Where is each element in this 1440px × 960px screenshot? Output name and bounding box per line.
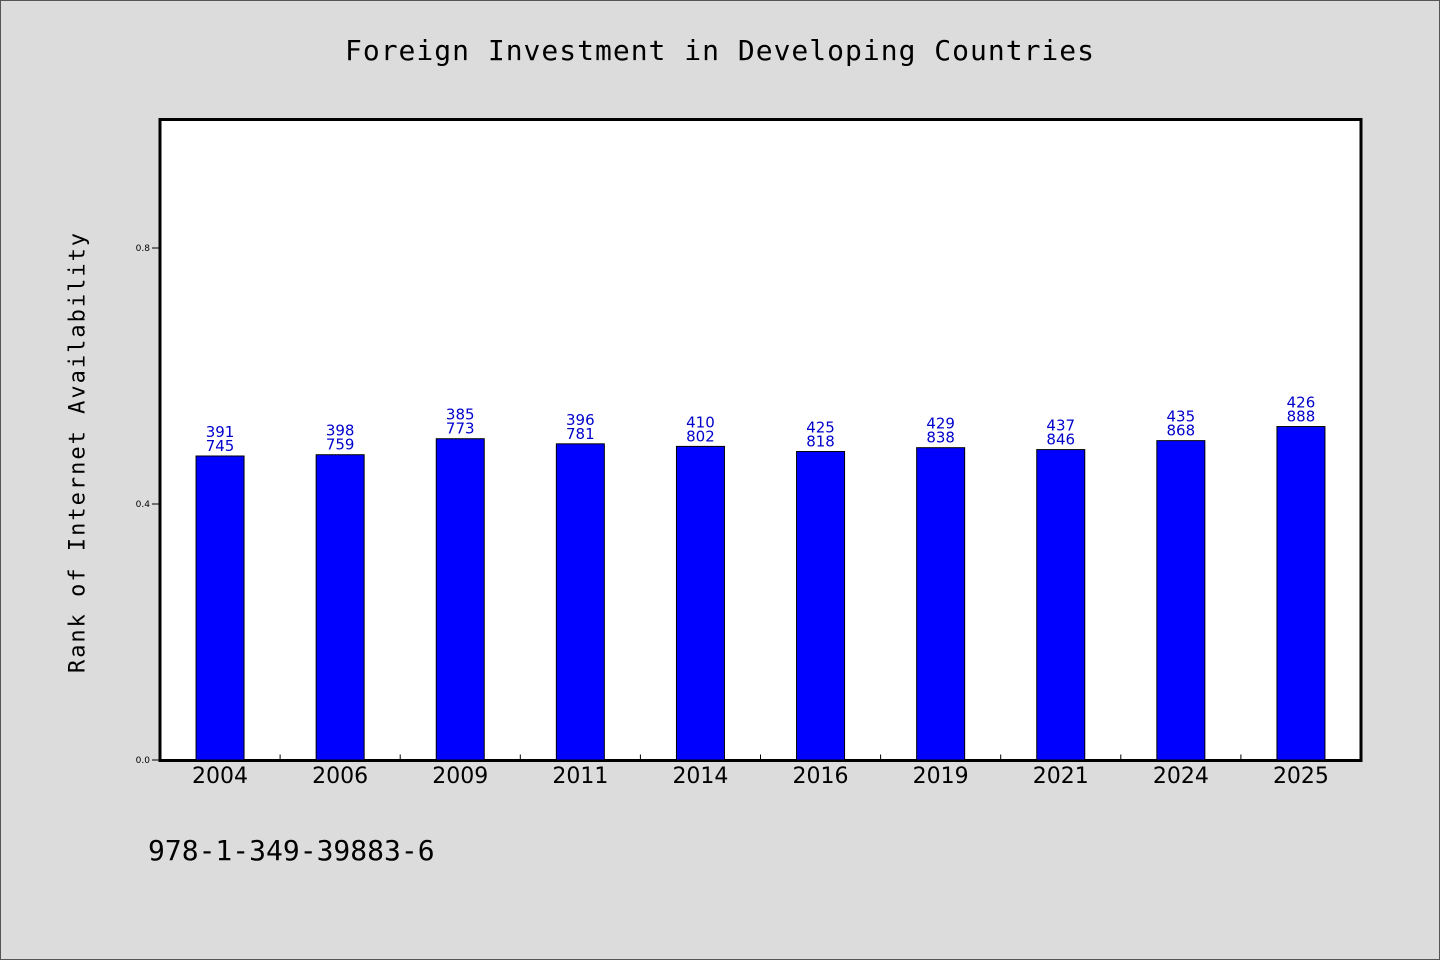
x-tick-label: 2024 xyxy=(1153,764,1209,789)
bar xyxy=(315,454,365,761)
bar-series xyxy=(195,426,1326,761)
bar xyxy=(1156,440,1206,761)
data-label-top: 426 xyxy=(1287,394,1316,412)
data-label-bottom: 818 xyxy=(806,433,835,451)
x-tick-label: 2009 xyxy=(432,764,488,789)
bar xyxy=(435,438,485,761)
data-label-top: 429 xyxy=(926,415,955,433)
data-label-bottom: 781 xyxy=(566,425,595,443)
x-tick-label: 2021 xyxy=(1033,764,1089,789)
data-label-bottom: 759 xyxy=(326,436,355,454)
data-label-top: 391 xyxy=(206,423,235,441)
y-axis: 0.0 0.4 0.8 xyxy=(136,244,160,766)
x-tick-label: 2006 xyxy=(312,764,368,789)
x-tick-label: 2019 xyxy=(913,764,969,789)
y-tick-label: 0.0 xyxy=(136,756,151,766)
data-label-top: 425 xyxy=(806,419,835,437)
x-tick-label: 2025 xyxy=(1273,764,1329,789)
x-tick-label: 2014 xyxy=(672,764,728,789)
bar xyxy=(1276,426,1326,761)
data-label-bottom: 868 xyxy=(1167,422,1196,440)
data-label-bottom: 802 xyxy=(686,427,715,445)
x-tick-label: 2011 xyxy=(552,764,608,789)
data-label-top: 437 xyxy=(1046,417,1075,435)
data-label-bottom: 888 xyxy=(1287,408,1316,426)
bar xyxy=(195,455,245,761)
x-tick-label: 2004 xyxy=(192,764,248,789)
data-label-top: 398 xyxy=(326,422,355,440)
x-tick-label: 2016 xyxy=(793,764,849,789)
data-label-top: 396 xyxy=(566,411,595,429)
bar xyxy=(916,447,966,761)
data-label-top: 410 xyxy=(686,413,715,431)
data-label-top: 435 xyxy=(1167,408,1196,426)
bar xyxy=(675,445,725,761)
data-label-bottom: 745 xyxy=(206,437,235,455)
footer-code: 978-1-349-39883-6 xyxy=(148,834,435,867)
bar xyxy=(555,443,605,761)
chart-title: Foreign Investment in Developing Countri… xyxy=(344,34,1095,67)
data-label-bottom: 846 xyxy=(1046,431,1075,449)
bar xyxy=(796,451,846,761)
y-tick-label: 0.8 xyxy=(136,244,151,254)
y-tick-label: 0.4 xyxy=(136,500,151,510)
data-label-bottom: 838 xyxy=(926,429,955,447)
x-axis: 2004 2006 2009 2011 2014 2016 2019 2021 2024 2025 xyxy=(192,754,1329,789)
bar xyxy=(1036,449,1086,761)
data-label-bottom: 773 xyxy=(446,420,475,438)
data-label-top: 385 xyxy=(446,406,475,424)
